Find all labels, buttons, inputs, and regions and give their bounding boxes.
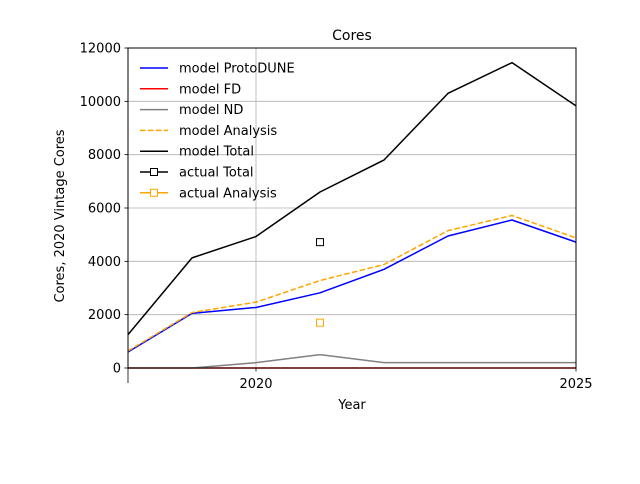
legend-label: model ProtoDUNE [179, 62, 295, 77]
legend-entry-model-fd: model FD [140, 82, 241, 97]
chart-title: Cores [332, 28, 372, 44]
y-axis-label: Cores, 2020 Vintage Cores [53, 129, 68, 302]
series-line-model-total [127, 61, 577, 336]
series-line-model-analysis [127, 214, 577, 352]
y-tick-label: 12000 [80, 42, 121, 57]
x-tick-label: 2020 [239, 377, 272, 392]
legend: model ProtoDUNE model FD model ND model Ana… [140, 62, 295, 201]
legend-entry-actual-analysis: actual Analysis [140, 186, 277, 201]
legend-label: model Analysis [179, 124, 277, 139]
series-line-model-protodune [127, 219, 577, 353]
axes: 0 2000 4000 6000 8000 10000 12000 2020 2025 [80, 42, 593, 393]
y-tick-label: 6000 [88, 202, 121, 217]
legend-label: actual Total [179, 166, 254, 181]
legend-entry-model-analysis: model Analysis [140, 124, 277, 139]
legend-marker [150, 188, 158, 197]
legend-marker [150, 168, 158, 176]
legend-entry-model-protodune: model ProtoDUNE [140, 62, 295, 77]
actual-points [316, 238, 324, 327]
legend-entry-actual-total: actual Total [140, 166, 254, 181]
x-axis-label: Year [337, 398, 366, 413]
y-tick-label: 8000 [88, 148, 121, 163]
y-tick-label: 0 [113, 362, 121, 377]
y-tick-label: 4000 [88, 255, 121, 270]
legend-label: model Total [179, 145, 254, 160]
legend-label: actual Analysis [179, 186, 277, 201]
legend-label: model ND [179, 103, 243, 118]
legend-entry-model-total: model Total [140, 145, 254, 160]
series-line-model-nd [128, 353, 576, 369]
point-actual-analysis [316, 318, 324, 327]
legend-label: model FD [179, 82, 241, 97]
y-tick-label: 2000 [88, 308, 121, 323]
point-actual-total [316, 238, 324, 247]
legend-entry-model-nd: model ND [140, 103, 243, 118]
x-tick-label: 2025 [559, 377, 592, 392]
y-tick-label: 10000 [80, 95, 121, 110]
